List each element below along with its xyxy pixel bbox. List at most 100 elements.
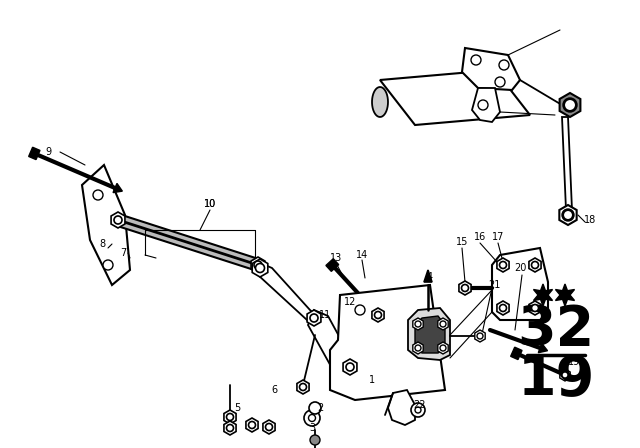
- Text: 3: 3: [309, 423, 315, 433]
- Polygon shape: [472, 88, 500, 122]
- Circle shape: [563, 210, 573, 220]
- Text: 19: 19: [568, 357, 580, 367]
- Circle shape: [499, 262, 506, 268]
- Circle shape: [374, 311, 381, 319]
- Polygon shape: [511, 347, 522, 360]
- Circle shape: [563, 98, 577, 112]
- Circle shape: [562, 372, 568, 378]
- Circle shape: [415, 345, 421, 351]
- Circle shape: [227, 425, 234, 431]
- Text: 32: 32: [517, 303, 595, 357]
- Circle shape: [495, 77, 505, 87]
- Circle shape: [309, 402, 321, 414]
- Polygon shape: [438, 318, 448, 330]
- Circle shape: [440, 321, 446, 327]
- Text: 8: 8: [99, 239, 105, 249]
- Text: 17: 17: [492, 232, 504, 242]
- Circle shape: [478, 100, 488, 110]
- Polygon shape: [251, 257, 265, 273]
- Polygon shape: [559, 205, 577, 225]
- Circle shape: [415, 321, 421, 327]
- Text: 1: 1: [369, 375, 375, 385]
- Circle shape: [266, 423, 273, 431]
- Text: 6: 6: [271, 385, 277, 395]
- Polygon shape: [559, 93, 580, 117]
- Text: 16: 16: [474, 232, 486, 242]
- Circle shape: [255, 263, 264, 272]
- Polygon shape: [438, 342, 448, 354]
- Text: 11: 11: [319, 310, 331, 320]
- Polygon shape: [308, 310, 352, 375]
- Circle shape: [304, 410, 320, 426]
- Text: 22: 22: [413, 400, 426, 410]
- Text: 2: 2: [317, 403, 323, 413]
- Polygon shape: [388, 390, 415, 425]
- Polygon shape: [372, 87, 388, 117]
- Circle shape: [254, 261, 262, 269]
- Circle shape: [564, 99, 576, 111]
- Polygon shape: [82, 165, 130, 285]
- Polygon shape: [224, 421, 236, 435]
- Polygon shape: [380, 70, 530, 125]
- Text: 7: 7: [120, 248, 126, 258]
- Circle shape: [461, 284, 468, 292]
- Text: 14: 14: [356, 250, 368, 260]
- Circle shape: [310, 435, 320, 445]
- Polygon shape: [330, 285, 445, 400]
- Text: 10: 10: [204, 199, 216, 209]
- Text: 12: 12: [344, 297, 356, 307]
- Circle shape: [300, 383, 307, 391]
- Text: 18: 18: [584, 215, 596, 225]
- Circle shape: [499, 60, 509, 70]
- Polygon shape: [252, 259, 268, 277]
- Polygon shape: [326, 259, 339, 271]
- Text: 15: 15: [456, 237, 468, 247]
- Polygon shape: [534, 284, 552, 306]
- Circle shape: [103, 260, 113, 270]
- Polygon shape: [497, 258, 509, 272]
- Polygon shape: [413, 318, 423, 330]
- Polygon shape: [492, 248, 548, 320]
- Polygon shape: [258, 262, 324, 330]
- Polygon shape: [560, 369, 570, 381]
- Circle shape: [499, 305, 506, 311]
- Polygon shape: [246, 418, 258, 432]
- Circle shape: [308, 414, 316, 422]
- Polygon shape: [263, 420, 275, 434]
- Circle shape: [477, 333, 483, 339]
- Polygon shape: [408, 308, 450, 360]
- Text: 20: 20: [514, 263, 526, 273]
- Text: 9: 9: [45, 147, 51, 157]
- Polygon shape: [297, 380, 309, 394]
- Polygon shape: [415, 316, 445, 353]
- Circle shape: [310, 314, 318, 322]
- Circle shape: [411, 403, 425, 417]
- Polygon shape: [529, 301, 541, 315]
- Polygon shape: [413, 342, 423, 354]
- Polygon shape: [562, 117, 572, 210]
- Polygon shape: [29, 147, 40, 159]
- Text: 10: 10: [204, 199, 216, 209]
- Circle shape: [531, 262, 538, 268]
- Text: 4: 4: [427, 272, 433, 282]
- Polygon shape: [497, 301, 509, 315]
- Circle shape: [346, 363, 354, 371]
- Polygon shape: [307, 310, 321, 326]
- Polygon shape: [462, 48, 520, 90]
- Polygon shape: [556, 284, 575, 306]
- Text: 19: 19: [517, 353, 595, 407]
- Polygon shape: [475, 330, 485, 342]
- Circle shape: [415, 407, 421, 413]
- Circle shape: [355, 305, 365, 315]
- Circle shape: [248, 422, 255, 428]
- Polygon shape: [113, 183, 122, 193]
- Polygon shape: [372, 308, 384, 322]
- Polygon shape: [224, 410, 236, 424]
- Polygon shape: [111, 212, 125, 228]
- Polygon shape: [538, 343, 548, 353]
- Polygon shape: [343, 359, 357, 375]
- Text: 21: 21: [488, 280, 500, 290]
- Circle shape: [471, 55, 481, 65]
- Circle shape: [531, 305, 538, 311]
- Circle shape: [114, 216, 122, 224]
